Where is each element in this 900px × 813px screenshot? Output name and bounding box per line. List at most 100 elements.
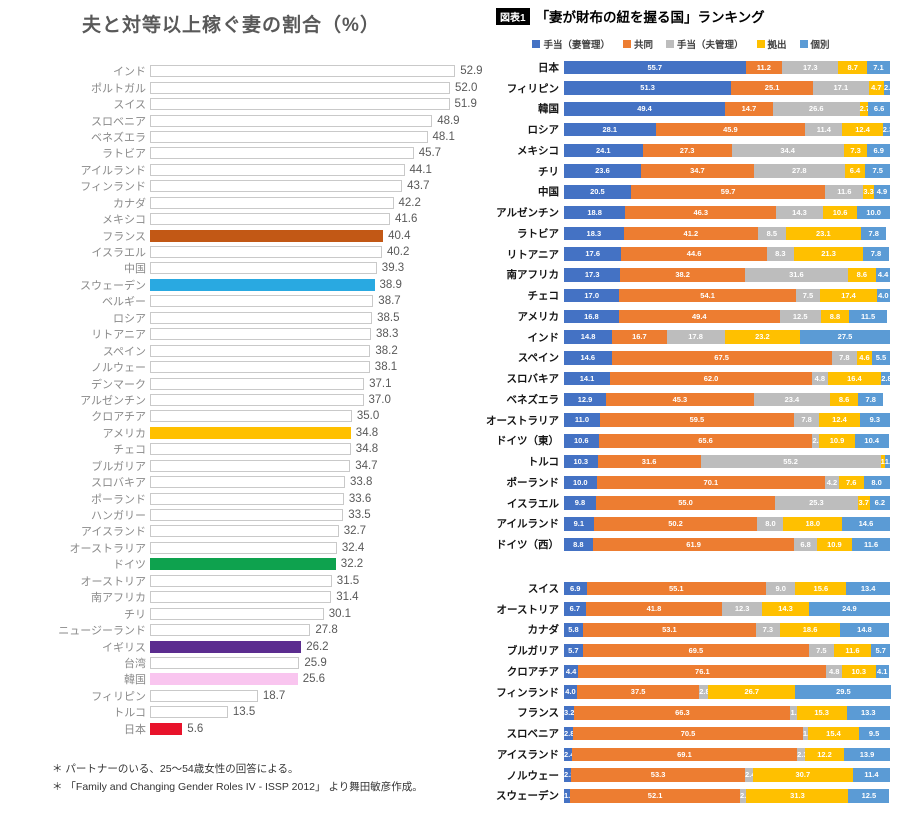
segment-value: 6.9 xyxy=(570,583,581,593)
segment-value: 6.6 xyxy=(873,104,885,114)
bar-segment: 14.7 xyxy=(725,102,773,116)
country-label: イスラエル xyxy=(91,247,146,260)
segment-value: 14.3 xyxy=(778,604,793,614)
segment-value: 44.6 xyxy=(686,249,702,259)
bar-segment: 6.6 xyxy=(868,102,890,116)
bar-segment: 18.3 xyxy=(564,226,624,241)
country-label: 韓国 xyxy=(124,674,146,687)
bar-segment: 11.5 xyxy=(849,309,887,324)
country-label: ラトビア xyxy=(517,227,559,240)
bar-segment: 14.3 xyxy=(762,602,809,616)
segment-value: 23.1 xyxy=(816,228,831,238)
segment-value: 70.1 xyxy=(703,477,719,487)
segment-value: 76.1 xyxy=(695,666,710,676)
bar-segment: 24.9 xyxy=(808,602,890,616)
bar-segment: 2.8 xyxy=(564,726,574,741)
country-label: 韓国 xyxy=(538,103,559,116)
stacked-bar-row: スロバキア 14.1 62.0 4.8 16.4 2.8 xyxy=(462,368,900,389)
bar xyxy=(150,689,258,702)
segment-value: 2.2 xyxy=(564,770,575,780)
segment-value: 24.1 xyxy=(595,145,611,155)
bar-row: 日本 5.6 xyxy=(0,721,492,737)
bar-segment: 2.4 xyxy=(744,768,755,782)
footnotes: ＊ パートナーのいる、25～54歳女性の回答による。 ＊ 「Family and… xyxy=(52,760,423,796)
bar-segment: 59.7 xyxy=(630,185,826,199)
bar-segment: 7.8 xyxy=(831,351,857,365)
segment-value: 55.7 xyxy=(647,62,663,72)
legend-item: 個別 xyxy=(799,37,830,51)
bar-segment: 17.3 xyxy=(564,268,621,282)
bar-segment: 4.9 xyxy=(873,185,890,199)
bar xyxy=(150,229,384,242)
legend-item: 手当（妻管理） xyxy=(532,37,610,51)
stacked-bar: 17.6 44.6 8.3 21.3 7.8 xyxy=(564,247,889,261)
segment-value: 1.9 xyxy=(564,789,574,803)
bar xyxy=(150,130,428,143)
value-label: 25.6 xyxy=(302,673,326,686)
bar-segment: 28.1 xyxy=(564,122,656,137)
country-label: チェコ xyxy=(113,444,146,457)
legend-label: 拠出 xyxy=(767,40,787,51)
legend-label: 手当（妻管理） xyxy=(543,40,610,51)
stacked-bar: 17.0 54.1 7.5 17.4 4.0 xyxy=(564,288,890,303)
segment-value: 7.1 xyxy=(873,62,884,72)
bar-segment: 7.8 xyxy=(793,413,820,427)
right-chart-title: 「妻が財布の紐を握る国」ランキング xyxy=(535,10,765,25)
value-label: 37.1 xyxy=(369,377,392,390)
segment-value: 11.6 xyxy=(863,539,879,549)
footnote-1: ＊ パートナーのいる、25～54歳女性の回答による。 xyxy=(52,763,299,775)
country-label: スロベニア xyxy=(506,728,560,741)
bar-segment: 4.2 xyxy=(825,475,839,490)
segment-value: 16.7 xyxy=(632,332,647,342)
bar-segment: 2.2 xyxy=(564,768,575,782)
country-label: アメリカ xyxy=(517,310,559,323)
country-label: 中国 xyxy=(538,186,559,199)
bar-segment: 17.6 xyxy=(564,247,622,261)
left-chart-title: 夫と対等以上稼ぐ妻の割合（%） xyxy=(82,15,380,36)
segment-value: 13.4 xyxy=(860,583,876,593)
value-label: 38.3 xyxy=(376,328,399,341)
segment-value: 17.3 xyxy=(584,270,600,280)
bar-segment: 14.6 xyxy=(842,517,890,531)
bar-segment: 18.6 xyxy=(779,623,841,637)
bar-row: フィンランド 43.7 xyxy=(0,178,492,194)
bar-segment: 8.6 xyxy=(830,392,859,407)
value-label: 18.7 xyxy=(262,689,286,702)
segment-value: 4.9 xyxy=(876,187,888,197)
segment-value: 9.5 xyxy=(868,728,880,738)
country-label: スウェーデン xyxy=(80,279,146,292)
bar-segment: 2.8 xyxy=(881,371,892,386)
country-label: オーストリア xyxy=(80,575,146,588)
bar-segment: 6.4 xyxy=(844,164,866,178)
segment-value: 1.7 xyxy=(803,727,813,741)
segment-value: 23.4 xyxy=(784,394,800,404)
bar-segment: 1.7 xyxy=(802,726,813,741)
segment-value: 10.6 xyxy=(573,436,589,446)
bar-segment: 3.7 xyxy=(857,496,870,510)
segment-value: 13.3 xyxy=(860,708,876,718)
segment-value: 25.1 xyxy=(764,83,780,93)
stacked-bar: 14.1 62.0 4.8 16.4 2.8 xyxy=(564,371,892,386)
country-label: アメリカ xyxy=(102,427,146,440)
stacked-bar: 3.2 66.3 1.9 15.3 13.3 xyxy=(564,706,890,720)
bar xyxy=(150,541,337,554)
right-chart: 図表1 「妻が財布の紐を握る国」ランキング 手当（妻管理） 共同 手当（夫管理） 拠出… xyxy=(462,0,900,813)
bar-segment: 49.4 xyxy=(564,102,725,116)
segment-value: 14.6 xyxy=(858,519,874,529)
segment-value: 10.3 xyxy=(573,456,589,466)
bar-segment: 2.8 xyxy=(699,685,710,699)
country-label: フィンランド xyxy=(80,181,146,194)
bar-row: 台湾 25.9 xyxy=(0,655,492,671)
bar-row: 中国 39.3 xyxy=(0,260,492,276)
value-label: 40.4 xyxy=(388,229,411,242)
segment-value: 26.7 xyxy=(744,687,760,697)
stacked-bar-row: チェコ 17.0 54.1 7.5 17.4 4.0 xyxy=(462,285,900,306)
segment-value: 9.8 xyxy=(574,498,586,508)
value-label: 34.8 xyxy=(355,426,379,439)
bar-row: クロアチア 35.0 xyxy=(0,408,492,424)
segment-value: 4.7 xyxy=(871,83,882,93)
segment-value: 12.4 xyxy=(832,415,847,425)
bar-segment: 8.0 xyxy=(757,517,784,531)
left-chart: 夫と対等以上稼ぐ妻の割合（%） インド 52.9 ポルトガル 52.0 スイス 51.9 ス… xyxy=(0,15,492,796)
